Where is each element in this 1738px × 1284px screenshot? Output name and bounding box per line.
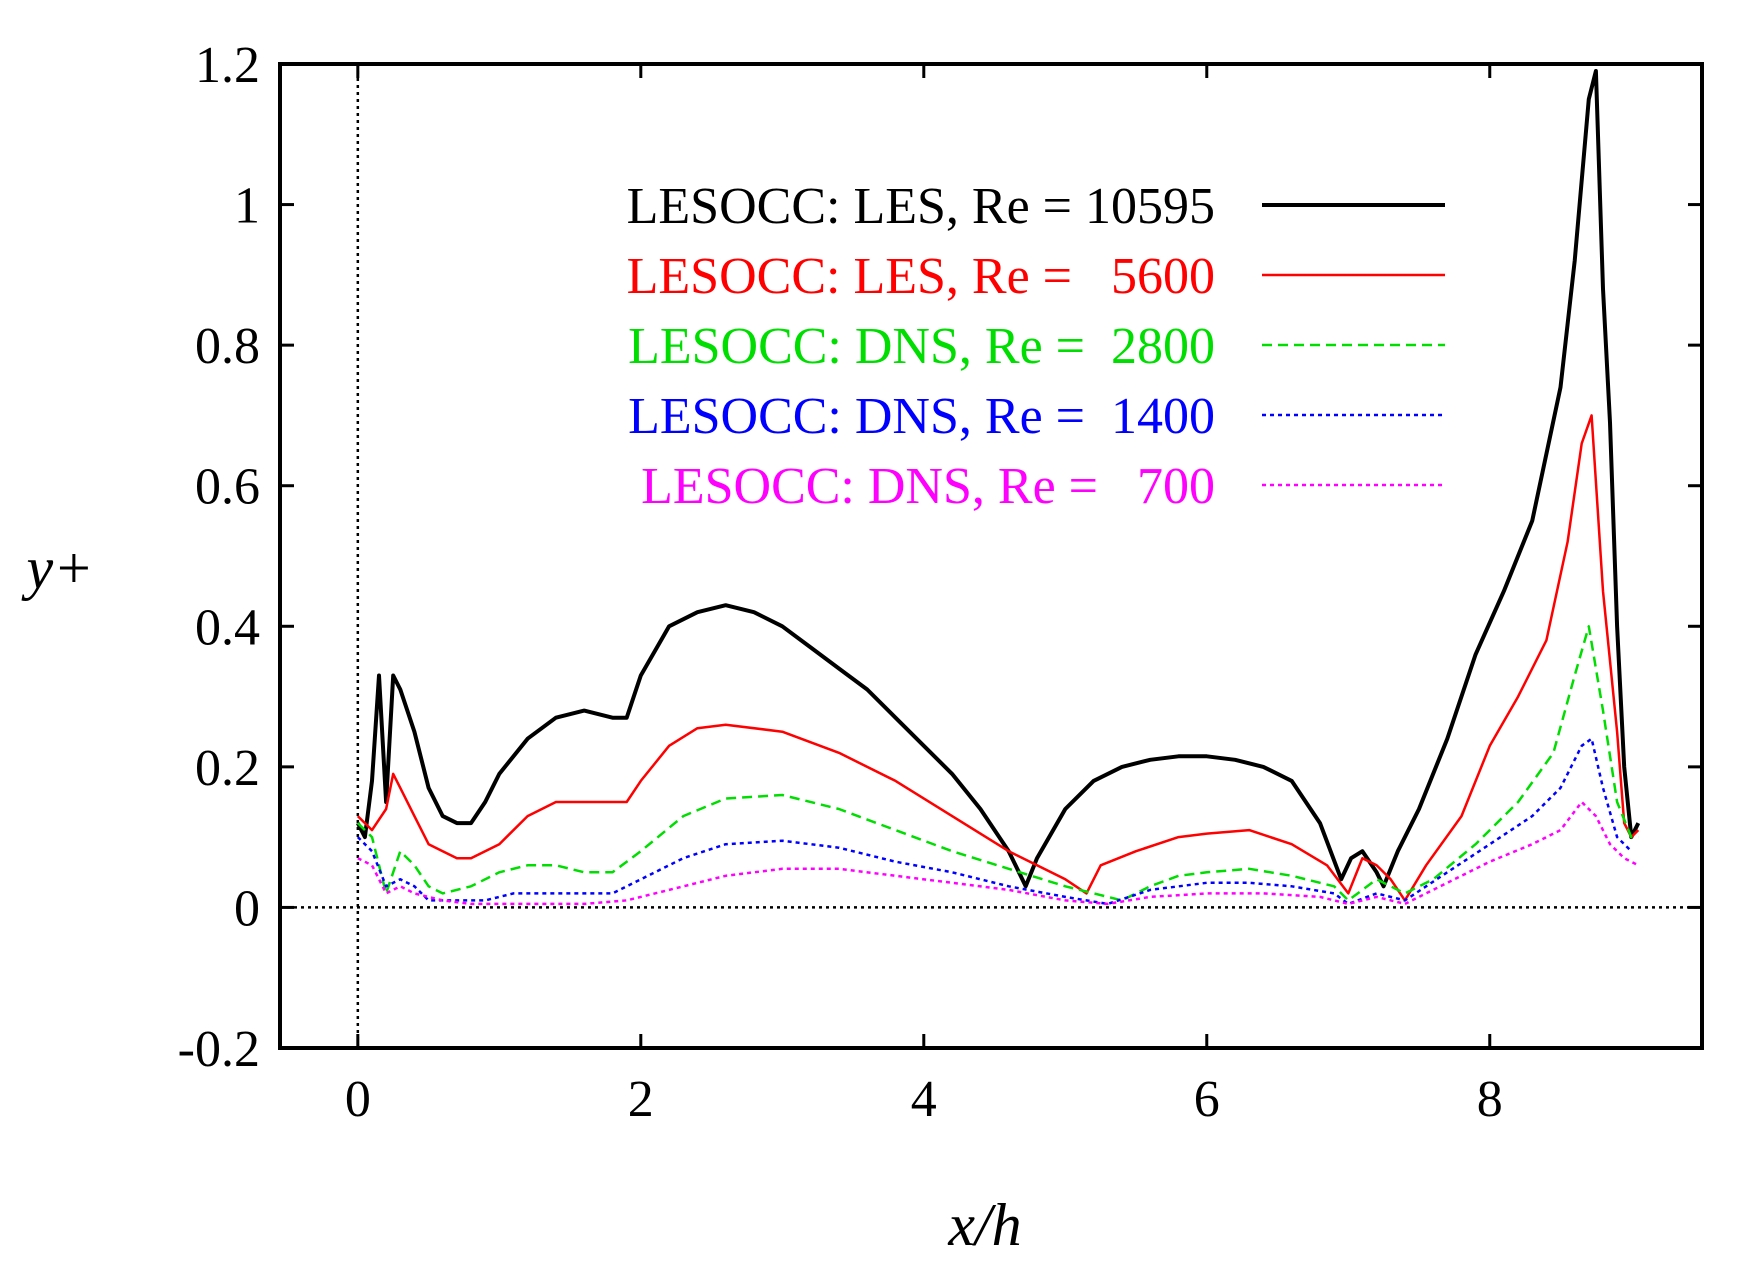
y-tick-label: 0.2 <box>195 740 260 797</box>
x-tick-label: 4 <box>911 1071 937 1128</box>
y-tick-label: 0.6 <box>195 459 260 516</box>
y-tick-label: 1.2 <box>195 37 260 94</box>
x-tick-label: 8 <box>1477 1071 1503 1128</box>
y-tick-label: 0 <box>234 880 260 937</box>
legend-label-3: LESOCC: DNS, Re = 2800 <box>628 318 1215 375</box>
x-tick-label: 2 <box>628 1071 654 1128</box>
y-tick-label: 0.4 <box>195 599 260 656</box>
x-tick-label: 6 <box>1194 1071 1220 1128</box>
x-axis-label: x/h <box>947 1192 1021 1258</box>
y-axis-label: y+ <box>20 535 93 601</box>
legend-label-2: LESOCC: LES, Re = 5600 <box>627 248 1215 305</box>
legend-label-1: LESOCC: LES, Re = 10595 <box>627 178 1215 235</box>
legend-label-5: LESOCC: DNS, Re = 700 <box>641 458 1215 515</box>
y-tick-label: 0.8 <box>195 318 260 375</box>
y-tick-label: -0.2 <box>178 1021 260 1078</box>
legend-label-4: LESOCC: DNS, Re = 1400 <box>628 388 1215 445</box>
x-tick-label: 0 <box>345 1071 371 1128</box>
y-tick-label: 1 <box>234 178 260 235</box>
